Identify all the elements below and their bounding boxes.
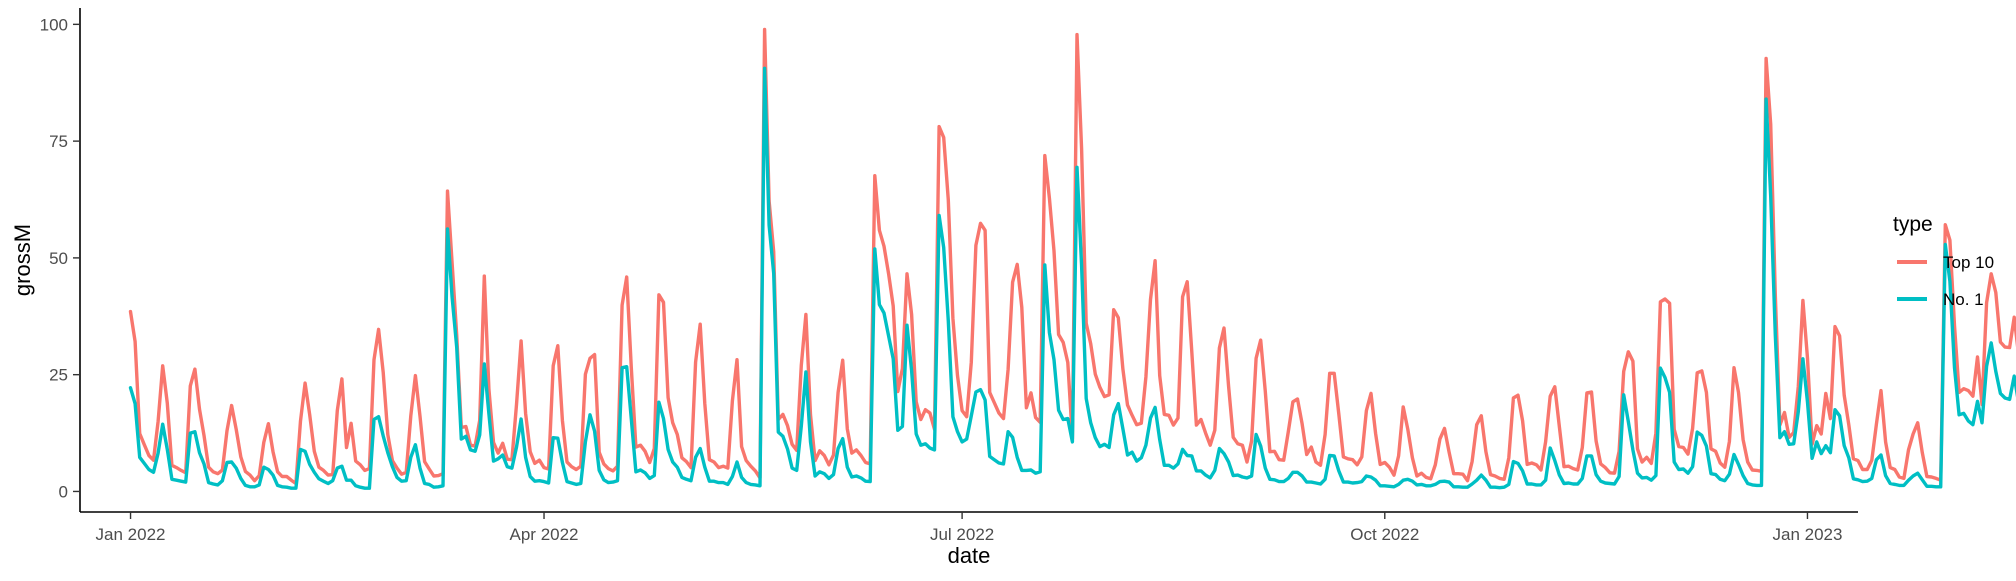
y-tick-label: 0 (59, 482, 68, 501)
legend-title: type (1893, 213, 1933, 236)
y-tick-label: 75 (49, 132, 68, 151)
x-tick-label: Apr 2022 (510, 525, 579, 544)
legend-label-no-1: No. 1 (1943, 290, 1984, 309)
x-tick-label: Jan 2023 (1772, 525, 1842, 544)
x-tick-label: Oct 2022 (1350, 525, 1419, 544)
y-tick-label: 100 (40, 15, 68, 34)
y-tick-label: 25 (49, 366, 68, 385)
y-tick-label: 50 (49, 249, 68, 268)
x-tick-label: Jan 2022 (96, 525, 166, 544)
y-axis-title: grossM (10, 224, 35, 296)
legend-label-top-10: Top 10 (1943, 253, 1994, 272)
x-tick-label: Jul 2022 (930, 525, 994, 544)
x-axis-title: date (948, 543, 991, 568)
